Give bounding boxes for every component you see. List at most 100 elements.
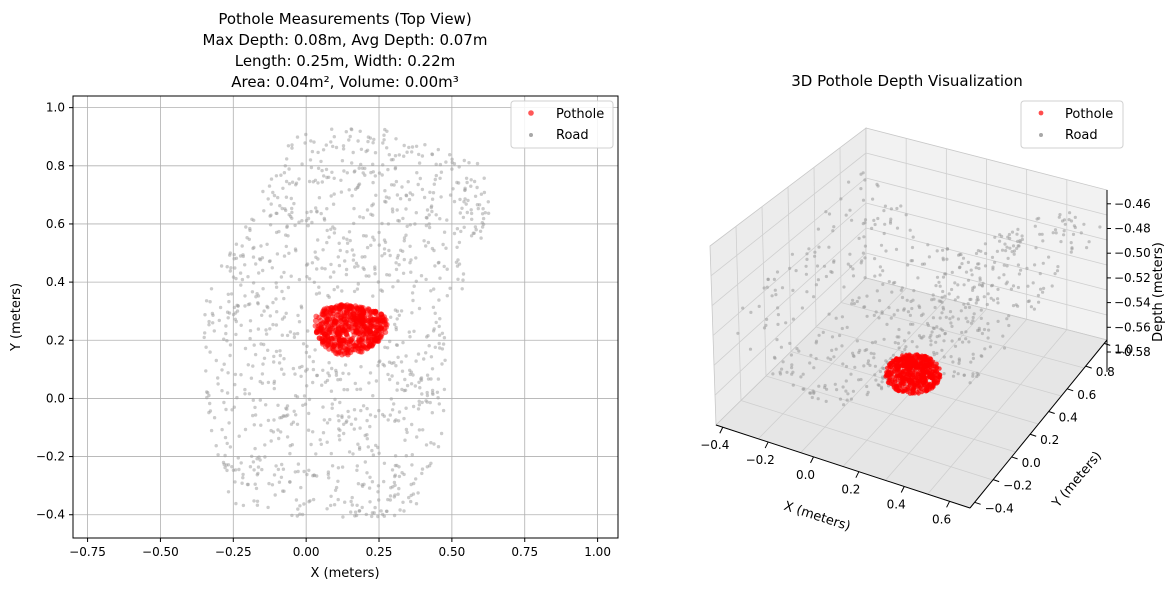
top-view-road-point	[355, 468, 359, 472]
3d-view-pothole-points	[883, 352, 943, 396]
top-view-road-point	[430, 411, 434, 415]
3d-road-point	[872, 352, 876, 356]
3d-road-point	[840, 326, 844, 331]
3d-road-point	[962, 283, 966, 287]
top-view-road-point	[450, 157, 454, 161]
top-view-road-point	[372, 238, 376, 242]
3d-road-point	[904, 345, 908, 349]
top-view-road-point	[280, 333, 284, 337]
top-view-road-point	[208, 401, 212, 406]
top-view-road-point	[316, 181, 320, 185]
3d-road-point	[885, 322, 889, 326]
3d-road-point	[941, 289, 945, 294]
3d-z-ticks: −0.58−0.56−0.54−0.52−0.50−0.48−0.46	[1107, 197, 1151, 359]
top-view-road-point	[404, 233, 408, 237]
3d-road-point	[860, 259, 864, 263]
3d-road-point	[857, 350, 861, 355]
top-view-road-point	[302, 502, 306, 506]
top-view-pothole-point	[322, 310, 329, 316]
3d-back-gridline	[865, 252, 1108, 316]
top-view-road-point	[461, 278, 465, 282]
top-view-road-point	[274, 285, 279, 289]
top-view-road-point	[358, 426, 362, 430]
top-view-road-point	[429, 441, 433, 445]
top-view-road-point	[448, 286, 452, 290]
3d-road-point	[846, 262, 850, 266]
top-view-road-point	[353, 265, 357, 269]
top-view-road-point	[260, 256, 265, 260]
3d-road-point	[892, 313, 896, 317]
top-view-road-point	[305, 275, 309, 279]
top-view-road-point	[384, 509, 389, 513]
top-view-road-point	[423, 143, 427, 147]
3d-road-point	[829, 357, 833, 361]
3d-road-point	[1087, 240, 1091, 244]
3d-road-point	[932, 350, 936, 355]
top-view-road-point	[410, 193, 415, 197]
top-view-road-point	[473, 194, 478, 198]
3d-road-point	[1041, 290, 1045, 294]
top-view-road-point	[388, 339, 392, 344]
3d-road-point	[900, 286, 904, 290]
top-view-road-point	[410, 145, 415, 149]
3d-road-point	[1000, 248, 1005, 252]
top-view-road-point	[386, 167, 390, 172]
3d-road-point	[1033, 263, 1037, 267]
top-view-road-point	[373, 267, 377, 271]
3d-road-point	[889, 207, 894, 211]
top-view-road-point	[237, 467, 241, 472]
top-view-road-point	[345, 419, 349, 423]
3d-pothole-point	[937, 366, 942, 371]
3d-road-point	[987, 328, 991, 332]
3d-road-point	[951, 374, 956, 378]
top-view-road-point	[393, 493, 397, 497]
top-view-road-point	[221, 460, 226, 465]
3d-road-point	[844, 389, 848, 393]
top-view-road-point	[262, 356, 267, 360]
3d-road-point	[1011, 244, 1016, 248]
top-view-road-point	[470, 217, 474, 221]
top-view-road-point	[361, 171, 365, 175]
top-view-road-point	[299, 485, 303, 490]
top-view-pothole-point	[359, 307, 366, 313]
top-view-x-tick-label: 0.50	[439, 545, 466, 559]
top-view-road-point	[336, 479, 340, 483]
3d-road-point	[878, 273, 882, 277]
top-view-x-tick-label: 0.75	[511, 545, 538, 559]
3d-pothole-point	[912, 377, 917, 382]
top-view-road-point	[311, 380, 315, 385]
top-view-road-point	[331, 225, 335, 229]
top-view-road-point	[275, 211, 279, 216]
top-view-pothole-point	[313, 313, 320, 320]
3d-road-point	[976, 298, 980, 302]
3d-road-point	[776, 313, 781, 317]
top-view-road-point	[248, 226, 252, 231]
top-view-road-point	[374, 193, 378, 197]
3d-road-point	[872, 313, 876, 317]
3d-road-point	[791, 288, 795, 292]
3d-road-point	[871, 197, 875, 201]
3d-road-point	[962, 373, 966, 377]
top-view-road-point	[357, 166, 361, 170]
top-view-road-point	[416, 182, 420, 187]
top-view-road-point	[307, 500, 311, 504]
top-view-x-tick-label: −0.75	[69, 545, 106, 559]
top-view-road-point	[239, 461, 243, 465]
top-view-road-point	[248, 302, 252, 306]
top-view-road-point	[300, 219, 304, 223]
top-view-road-point	[395, 463, 399, 468]
3d-road-point	[855, 299, 859, 304]
top-view-road-point	[433, 177, 437, 182]
top-view-road-point	[358, 387, 363, 391]
top-view-road-point	[444, 246, 448, 250]
top-view-pothole-point	[335, 330, 341, 337]
top-view-road-point	[425, 335, 429, 339]
top-view-road-point	[347, 188, 351, 192]
top-view-road-point	[417, 428, 422, 432]
3d-road-point	[941, 275, 946, 279]
top-view-road-point	[284, 195, 289, 199]
top-view-road-point	[272, 354, 276, 359]
top-view-x-tick-label: 0.00	[293, 545, 320, 559]
top-view-road-point	[203, 331, 207, 335]
3d-road-point	[855, 339, 859, 343]
